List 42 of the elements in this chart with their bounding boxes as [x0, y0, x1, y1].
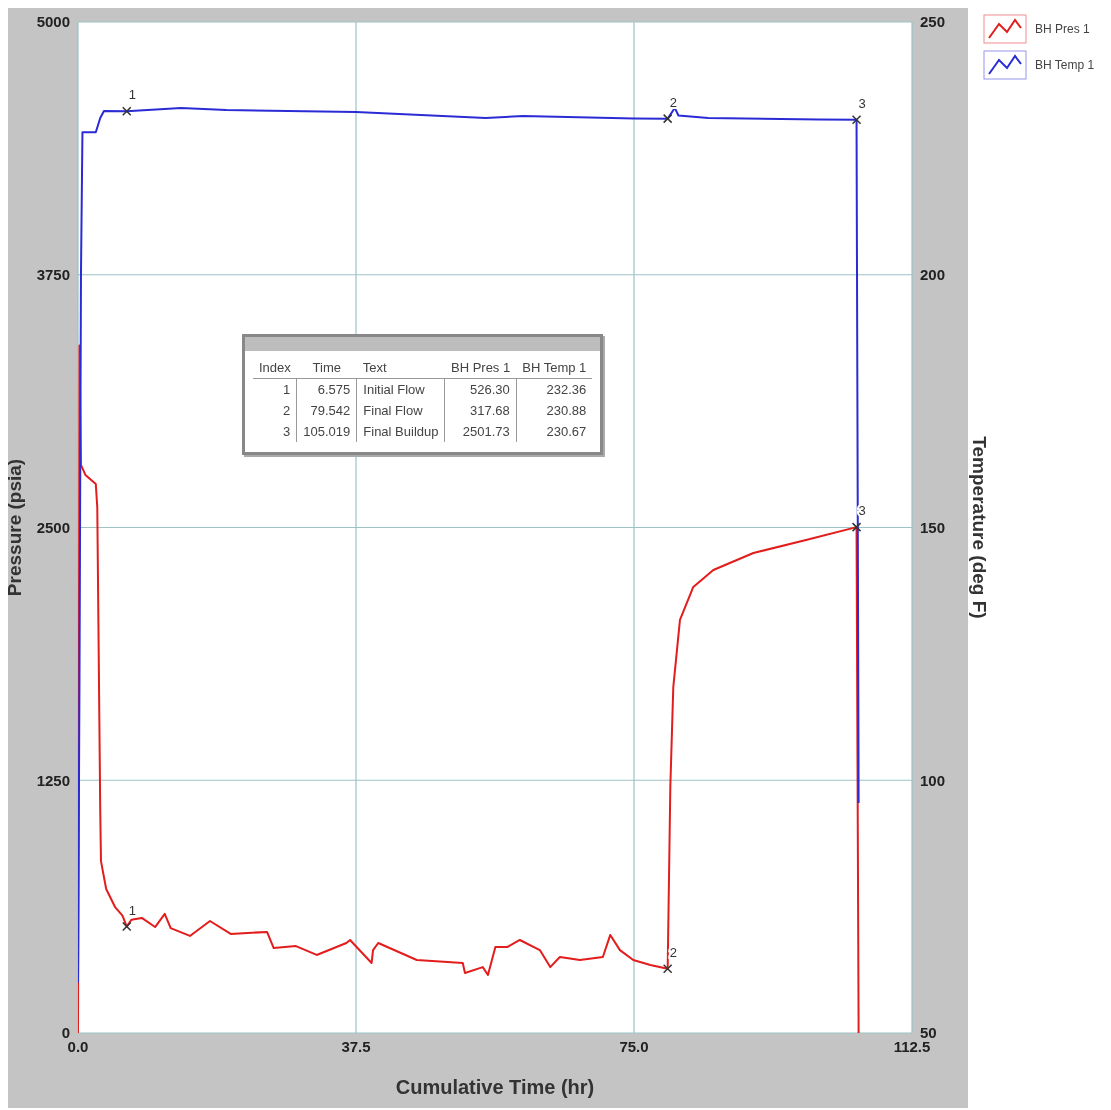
y-tick-label: 5000	[36, 13, 70, 31]
annotation: 2501.73	[444, 421, 517, 442]
annotation: 2	[282, 402, 292, 420]
annotation: 2	[669, 944, 677, 960]
y-tick-label: 3750	[36, 266, 70, 284]
annotation: 1	[128, 902, 136, 918]
annotation: Time	[311, 359, 342, 377]
annotation: 1	[282, 381, 292, 399]
y-tick-label: 1250	[36, 771, 70, 789]
annotation: 230.88	[516, 400, 593, 421]
annotation: 2	[669, 94, 677, 110]
annotation: Index	[258, 359, 292, 377]
y2-tick-label: 250	[920, 13, 946, 31]
y2-tick-label: 200	[920, 266, 946, 284]
legend-label: BH Temp 1	[1035, 58, 1095, 72]
x-tick-label: 0.0	[67, 1037, 89, 1055]
annotation: BH Pres 1	[449, 359, 512, 377]
y2-tick-label: 150	[920, 518, 946, 536]
annotation: 3	[858, 95, 866, 111]
y2-axis-title: Temperature (deg F)	[969, 436, 991, 619]
annotation: 230.67	[516, 421, 593, 442]
annotation: 232.36	[516, 378, 593, 400]
annotation: Text	[361, 359, 388, 377]
annotation: 105.019	[296, 421, 357, 442]
annotation: 6.575	[296, 378, 357, 400]
y-tick-label: 2500	[36, 518, 70, 536]
annotation: 3	[282, 423, 292, 441]
annotation: 79.542	[296, 400, 357, 421]
annotation: Final Buildup	[356, 421, 445, 442]
annotation: BH Temp 1	[521, 359, 588, 377]
x-axis-title: Cumulative Time (hr)	[395, 1076, 595, 1098]
x-tick-label: 75.0	[619, 1037, 649, 1055]
y-tick-label: 0	[61, 1024, 70, 1042]
annotation: 1	[128, 87, 136, 103]
annotation: 526.30	[444, 378, 517, 400]
y2-tick-label: 100	[920, 771, 946, 789]
annotation: Initial Flow	[356, 378, 445, 400]
annotation: 317.68	[444, 400, 517, 421]
annotation: Final Flow	[356, 400, 445, 421]
annotation: 3	[858, 503, 866, 519]
x-tick-label: 37.5	[341, 1037, 371, 1055]
legend-label: BH Pres 1	[1035, 22, 1090, 36]
